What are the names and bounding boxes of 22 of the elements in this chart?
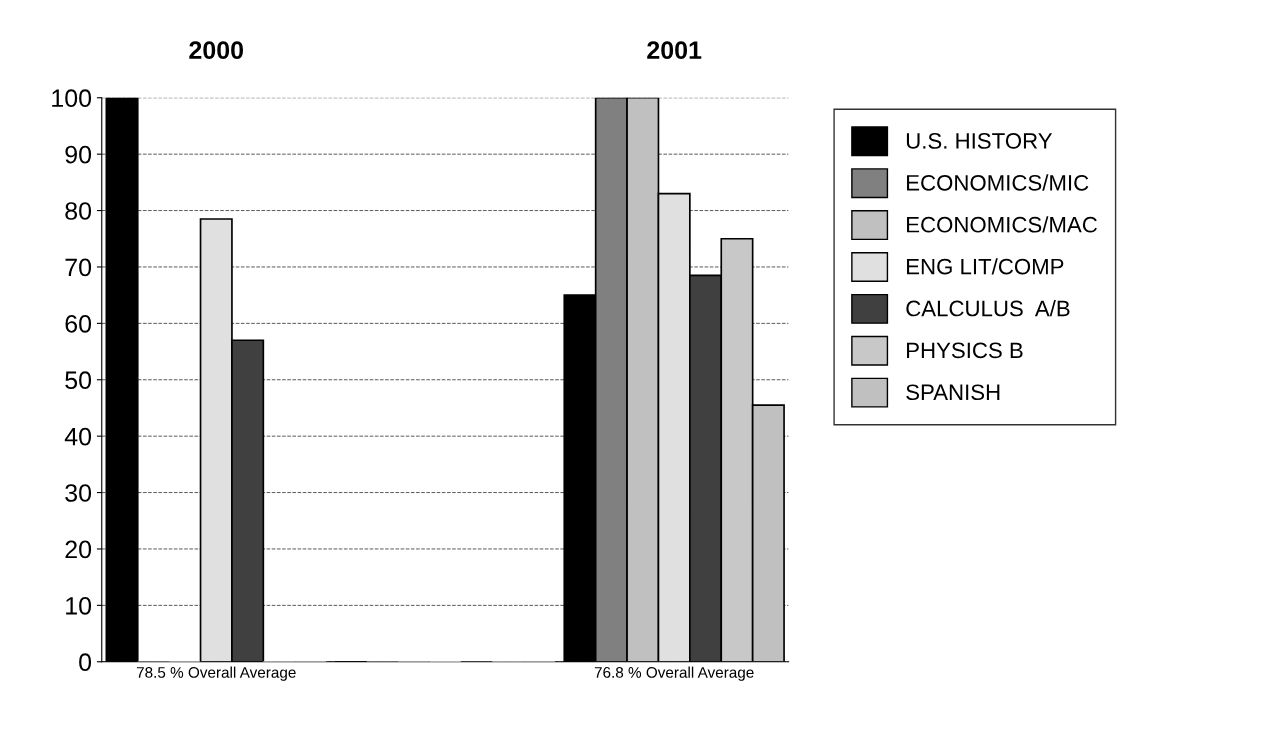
legend-label: PHYSICS B — [907, 342, 1023, 359]
legend-label: SPANISH — [906, 384, 1000, 401]
text: 2001 — [647, 41, 702, 59]
legend-label: ECONOMICS/MIC — [907, 174, 1089, 191]
text: 2000 — [189, 41, 244, 59]
y-tick-label: 10 — [66, 596, 92, 615]
legend-label: ENG LIT/COMP — [907, 258, 1064, 275]
y-tick-label: 80 — [65, 202, 92, 220]
x-tick-label: 76.8 % Overall Average — [594, 666, 754, 681]
y-tick-label: 50 — [65, 371, 92, 390]
legend-label: ECONOMICS/MAC — [907, 216, 1097, 233]
y-tick-label: 30 — [65, 484, 92, 502]
y-tick-label: 60 — [65, 314, 92, 333]
y-tick-label: 40 — [64, 427, 92, 446]
legend-label: CALCULUS A/B — [906, 300, 1070, 317]
legend-label: U.S. HISTORY — [906, 133, 1053, 149]
x-tick-label: 78.5 % Overall Average — [136, 666, 296, 681]
y-tick-label: 0 — [79, 653, 92, 672]
y-tick-label: 70 — [65, 258, 92, 277]
y-tick-label: 20 — [65, 540, 92, 559]
y-tick-label: 90 — [65, 145, 92, 164]
y-tick-label: 100 — [52, 89, 92, 108]
